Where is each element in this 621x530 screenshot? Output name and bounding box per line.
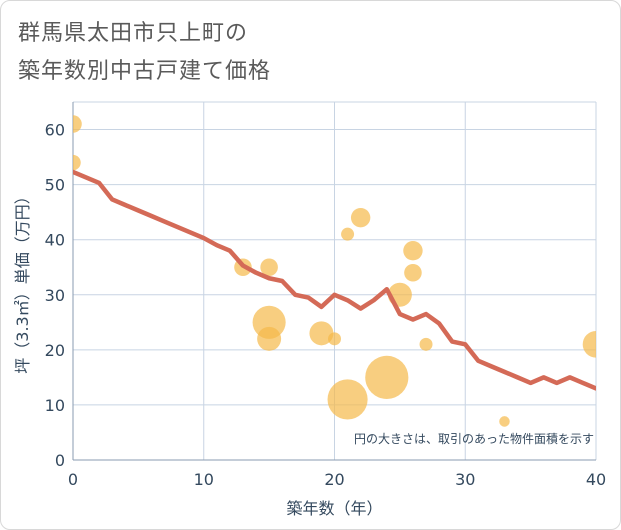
bubble-series	[73, 115, 596, 427]
bubble-point	[73, 115, 82, 133]
x-axis-label: 築年数（年）	[286, 499, 382, 518]
bubble-point	[582, 331, 596, 358]
y-tick-label: 10	[45, 396, 65, 415]
y-tick-label: 30	[45, 286, 65, 305]
bubble-size-note: 円の大きさは、取引のあった物件面積を示す	[354, 431, 594, 446]
bubble-point	[309, 321, 334, 346]
x-tick-label: 0	[68, 470, 78, 489]
chart-title-line-1: 群馬県太田市只上町の	[18, 21, 249, 46]
y-tick-label: 50	[45, 176, 65, 195]
bubble-point	[499, 416, 510, 427]
y-tick-label: 0	[55, 451, 65, 470]
y-axis-label: 坪（3.3㎡）単価（万円）	[13, 188, 32, 373]
bubble-point	[350, 207, 371, 228]
y-tick-label: 60	[45, 121, 65, 140]
axis-ticks: 0 10 20 30 40 0 10 20 30 40 50 60	[45, 121, 607, 489]
bubble-point	[73, 154, 81, 171]
bubble-point	[260, 258, 278, 277]
chart-title-line-2: 築年数別中古戸建て価格	[18, 59, 272, 84]
x-tick-label: 30	[455, 470, 475, 489]
x-tick-label: 20	[324, 470, 344, 489]
bubble-point	[404, 263, 422, 282]
bubble-point	[327, 379, 368, 420]
bubble-point	[257, 326, 282, 351]
trend-line	[73, 169, 596, 391]
y-tick-label: 40	[45, 231, 65, 250]
bubble-point	[341, 227, 355, 241]
bubble-point	[328, 332, 341, 346]
y-tick-label: 20	[45, 341, 65, 360]
trend-series	[73, 169, 596, 391]
x-tick-label: 40	[586, 470, 606, 489]
x-tick-label: 10	[194, 470, 214, 489]
bubble-point	[365, 355, 409, 399]
bubble-point	[403, 241, 423, 261]
bubble-point	[419, 337, 433, 351]
